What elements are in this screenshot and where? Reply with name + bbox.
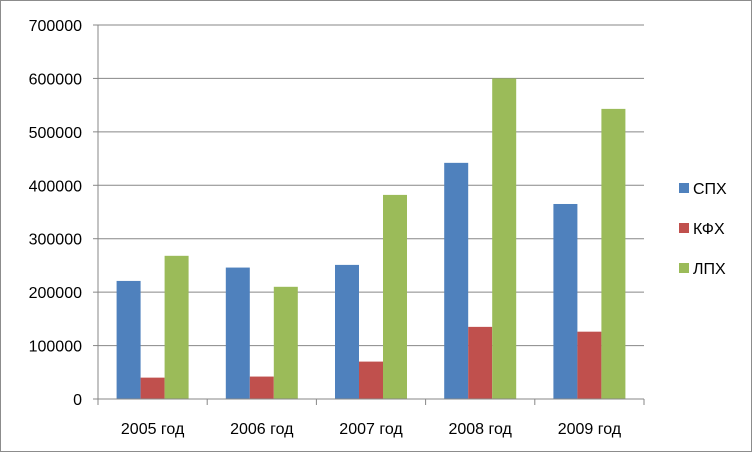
bar bbox=[249, 376, 274, 399]
legend-label: КФХ bbox=[693, 221, 725, 238]
y-tick-label: 100000 bbox=[29, 339, 82, 356]
legend-swatch bbox=[679, 183, 689, 193]
bar bbox=[444, 162, 469, 399]
bar bbox=[577, 331, 602, 399]
x-tick-label: 2007 год bbox=[339, 421, 403, 438]
x-tick-label: 2008 год bbox=[448, 421, 512, 438]
axes bbox=[97, 25, 644, 400]
legend-label: СПХ bbox=[693, 181, 727, 198]
bar bbox=[383, 194, 407, 399]
legend-swatch bbox=[679, 223, 689, 233]
bar bbox=[116, 280, 141, 399]
bar bbox=[335, 264, 359, 399]
y-tick-label: 0 bbox=[73, 392, 82, 409]
y-tick-label: 300000 bbox=[29, 232, 82, 249]
bar bbox=[359, 361, 383, 399]
x-tick-label: 2009 год bbox=[558, 421, 622, 438]
y-tick-label: 700000 bbox=[29, 18, 82, 35]
bar bbox=[492, 78, 517, 399]
bar bbox=[140, 377, 165, 399]
y-tick-label: 200000 bbox=[29, 285, 82, 302]
bar bbox=[164, 255, 189, 399]
gridlines bbox=[98, 24, 644, 347]
bar bbox=[553, 203, 578, 399]
x-tick-label: 2006 год bbox=[230, 421, 294, 438]
y-axis-ticks: 0 100000 200000 300000 400000 500000 600000 700… bbox=[29, 18, 98, 409]
bar bbox=[225, 267, 250, 399]
legend-swatch bbox=[679, 263, 689, 273]
legend: СПХ КФХ ЛПХ bbox=[679, 181, 727, 278]
bar bbox=[468, 326, 493, 399]
legend-label: ЛПХ bbox=[693, 261, 726, 278]
bar bbox=[601, 108, 626, 399]
bars bbox=[116, 78, 626, 399]
y-tick-label: 400000 bbox=[29, 178, 82, 195]
y-tick-label: 600000 bbox=[29, 71, 82, 88]
bar bbox=[273, 286, 298, 399]
x-axis-ticks: 2005 год 2006 год 2007 год 2008 год 2009 год bbox=[97, 399, 645, 438]
y-tick-label: 500000 bbox=[29, 125, 82, 142]
x-tick-label: 2005 год bbox=[121, 421, 185, 438]
